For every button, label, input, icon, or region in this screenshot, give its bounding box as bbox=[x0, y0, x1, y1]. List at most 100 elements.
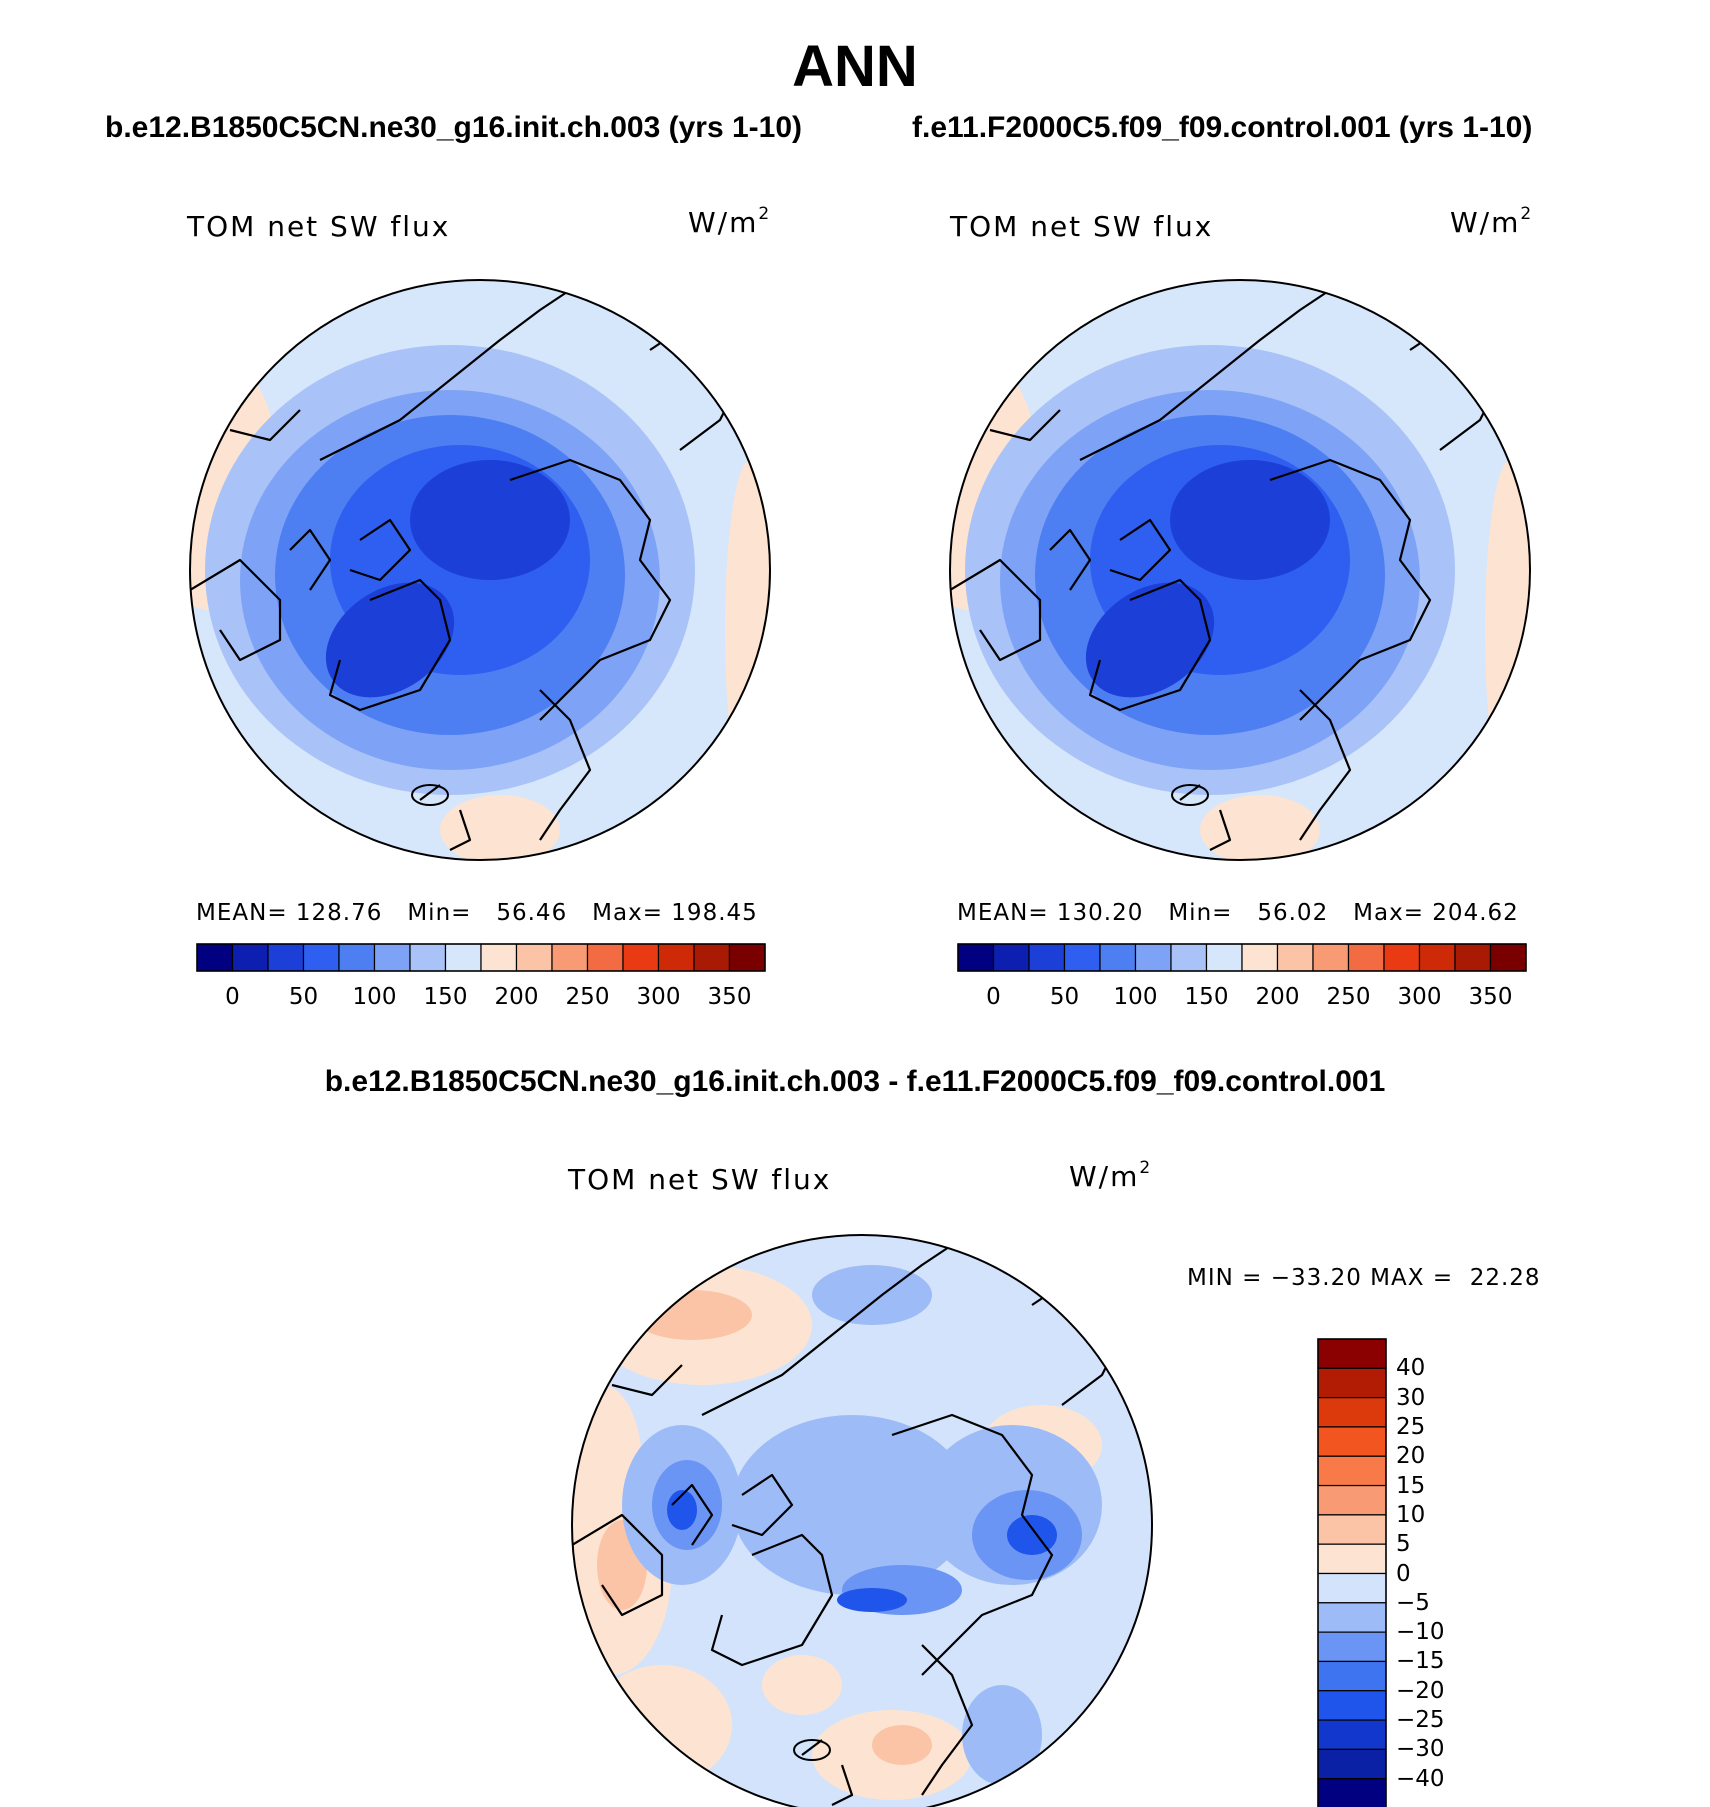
coastline-2 bbox=[671, 1483, 714, 1546]
colorbar-tick-label: 150 bbox=[423, 984, 468, 1010]
diff-colorbar-tick-label: −15 bbox=[1396, 1648, 1445, 1675]
coastline-8 bbox=[831, 1764, 854, 1806]
colorbar-frame bbox=[957, 943, 1527, 972]
panel1-field-label: TOM net SW flux bbox=[187, 210, 451, 243]
colorbar-tick-label: 100 bbox=[1113, 984, 1158, 1010]
coastline-6 bbox=[509, 458, 672, 721]
panel2-max-label: Max= bbox=[1353, 900, 1424, 926]
colorbar-box-13 bbox=[657, 943, 695, 972]
panel1-max-value: 198.45 bbox=[671, 900, 758, 926]
coastline-8 bbox=[449, 809, 472, 851]
diff-colorbar-box-15 bbox=[1317, 1778, 1387, 1807]
diff-colorbar-box-0 bbox=[1317, 1338, 1387, 1369]
coastline-0 bbox=[710, 1533, 834, 1667]
diff-colorbar-tick-label: 15 bbox=[1396, 1472, 1426, 1499]
colorbar-tick-label: 100 bbox=[352, 984, 397, 1010]
colorbar-tick-label: 250 bbox=[1326, 984, 1371, 1010]
panel1-mean-label: MEAN= bbox=[196, 900, 288, 926]
diff-band-5-10 bbox=[872, 1725, 932, 1765]
panel2-mean-label: MEAN= bbox=[957, 900, 1049, 926]
coastline-5 bbox=[611, 1364, 683, 1397]
coastline-2 bbox=[1049, 528, 1092, 591]
coastline-5 bbox=[229, 409, 301, 442]
diff-colorbar-tick-label: 5 bbox=[1396, 1531, 1411, 1558]
colorbar-tick-label: 300 bbox=[636, 984, 681, 1010]
difference-stats: MIN = −33.20 MAX = 22.28 bbox=[1187, 1265, 1541, 1291]
coastline-iceland bbox=[1171, 784, 1209, 806]
panel2-stats: MEAN= 130.20 Min= 56.02 Max= 204.62 bbox=[957, 900, 1519, 926]
panel3-field-label: TOM net SW flux bbox=[568, 1163, 832, 1196]
colorbar-tick-label: 50 bbox=[288, 984, 319, 1010]
map-boundary bbox=[949, 279, 1531, 861]
coastline-6 bbox=[891, 1413, 1054, 1676]
coastline-7 bbox=[921, 1644, 974, 1796]
diff-colorbar-box-9 bbox=[1317, 1602, 1387, 1633]
diff-colorbar-box-6 bbox=[1317, 1514, 1387, 1545]
diff-band-neg15-neg25 bbox=[837, 1588, 907, 1612]
diff-colorbar-tick-label: −20 bbox=[1396, 1677, 1445, 1704]
coastline-8 bbox=[1209, 809, 1232, 851]
diff-colorbar-tick-label: −25 bbox=[1396, 1707, 1445, 1734]
field-greenland-min bbox=[1085, 582, 1215, 698]
map-boundary bbox=[571, 1234, 1153, 1807]
difference-max-value: 22.28 bbox=[1469, 1265, 1541, 1291]
coastline-0 bbox=[1088, 578, 1212, 712]
panel3-units: W/m2 bbox=[1069, 1158, 1151, 1193]
panel2-min-value: 56.02 bbox=[1257, 900, 1329, 926]
field-greenland-min bbox=[325, 582, 455, 698]
coastline-9 bbox=[801, 1739, 823, 1756]
diff-colorbar-tick-label: 10 bbox=[1396, 1501, 1426, 1528]
coastline-9 bbox=[419, 784, 441, 801]
diff-band-neg15-neg25 bbox=[667, 1490, 697, 1530]
colorbar-tick-label: 0 bbox=[986, 984, 1001, 1010]
diff-colorbar-box-2 bbox=[1317, 1397, 1387, 1428]
panel1-stats: MEAN= 128.76 Min= 56.46 Max= 198.45 bbox=[196, 900, 758, 926]
panel2-field-label: TOM net SW flux bbox=[950, 210, 1214, 243]
diff-colorbar-box-13 bbox=[1317, 1719, 1387, 1750]
field-band-200-250 bbox=[1200, 795, 1320, 860]
difference-min-value: −33.20 bbox=[1270, 1265, 1362, 1291]
diff-colorbar-tick-label: 20 bbox=[1396, 1443, 1426, 1470]
colorbar-box-14 bbox=[1454, 943, 1492, 972]
left-case-title: b.e12.B1850C5CN.ne30_g16.init.ch.003 (yr… bbox=[105, 111, 803, 144]
colorbar-tick-label: 50 bbox=[1049, 984, 1080, 1010]
right-case-title: f.e11.F2000C5.f09_f09.control.001 (yrs 1… bbox=[912, 111, 1533, 144]
colorbar-frame bbox=[196, 943, 766, 972]
diff-colorbar-box-7 bbox=[1317, 1543, 1387, 1575]
colorbar-box-3 bbox=[302, 943, 340, 972]
diff-colorbar-tick-label: 0 bbox=[1396, 1560, 1411, 1587]
diff-band-neg5-neg10 bbox=[962, 1685, 1042, 1785]
diff-colorbar-tick-label: 40 bbox=[1396, 1355, 1426, 1382]
panel1-max-label: Max= bbox=[592, 900, 663, 926]
coastline-3 bbox=[572, 1513, 664, 1617]
diff-colorbar-box-10 bbox=[1317, 1631, 1387, 1663]
diff-colorbar-box-3 bbox=[1317, 1426, 1387, 1457]
coastline-0 bbox=[328, 578, 452, 712]
coastline-3 bbox=[190, 558, 282, 662]
colorbar-tick-label: 0 bbox=[225, 984, 240, 1010]
colorbar-box-1 bbox=[992, 943, 1030, 972]
panel2-units: W/m2 bbox=[1450, 204, 1532, 239]
diff-colorbar-box-4 bbox=[1317, 1455, 1387, 1487]
diff-colorbar-frame bbox=[1317, 1338, 1387, 1807]
coastline-iceland bbox=[793, 1739, 831, 1761]
colorbar-box-2 bbox=[267, 943, 305, 972]
diff-colorbar-tick-label: −40 bbox=[1396, 1765, 1445, 1792]
diff-band-neg5-neg10 bbox=[732, 1415, 972, 1595]
diff-colorbar-box-1 bbox=[1317, 1367, 1387, 1399]
coastline-iceland bbox=[411, 784, 449, 806]
field-band-200-250 bbox=[440, 795, 560, 860]
colorbar-tick-label: 300 bbox=[1397, 984, 1442, 1010]
panel1-min-value: 56.46 bbox=[496, 900, 568, 926]
map-boundary bbox=[189, 279, 771, 861]
coastline-1 bbox=[1109, 518, 1172, 582]
colorbar-tick-label: 350 bbox=[707, 984, 752, 1010]
coastline-4 bbox=[1079, 289, 1331, 461]
coastline-3 bbox=[950, 558, 1042, 662]
